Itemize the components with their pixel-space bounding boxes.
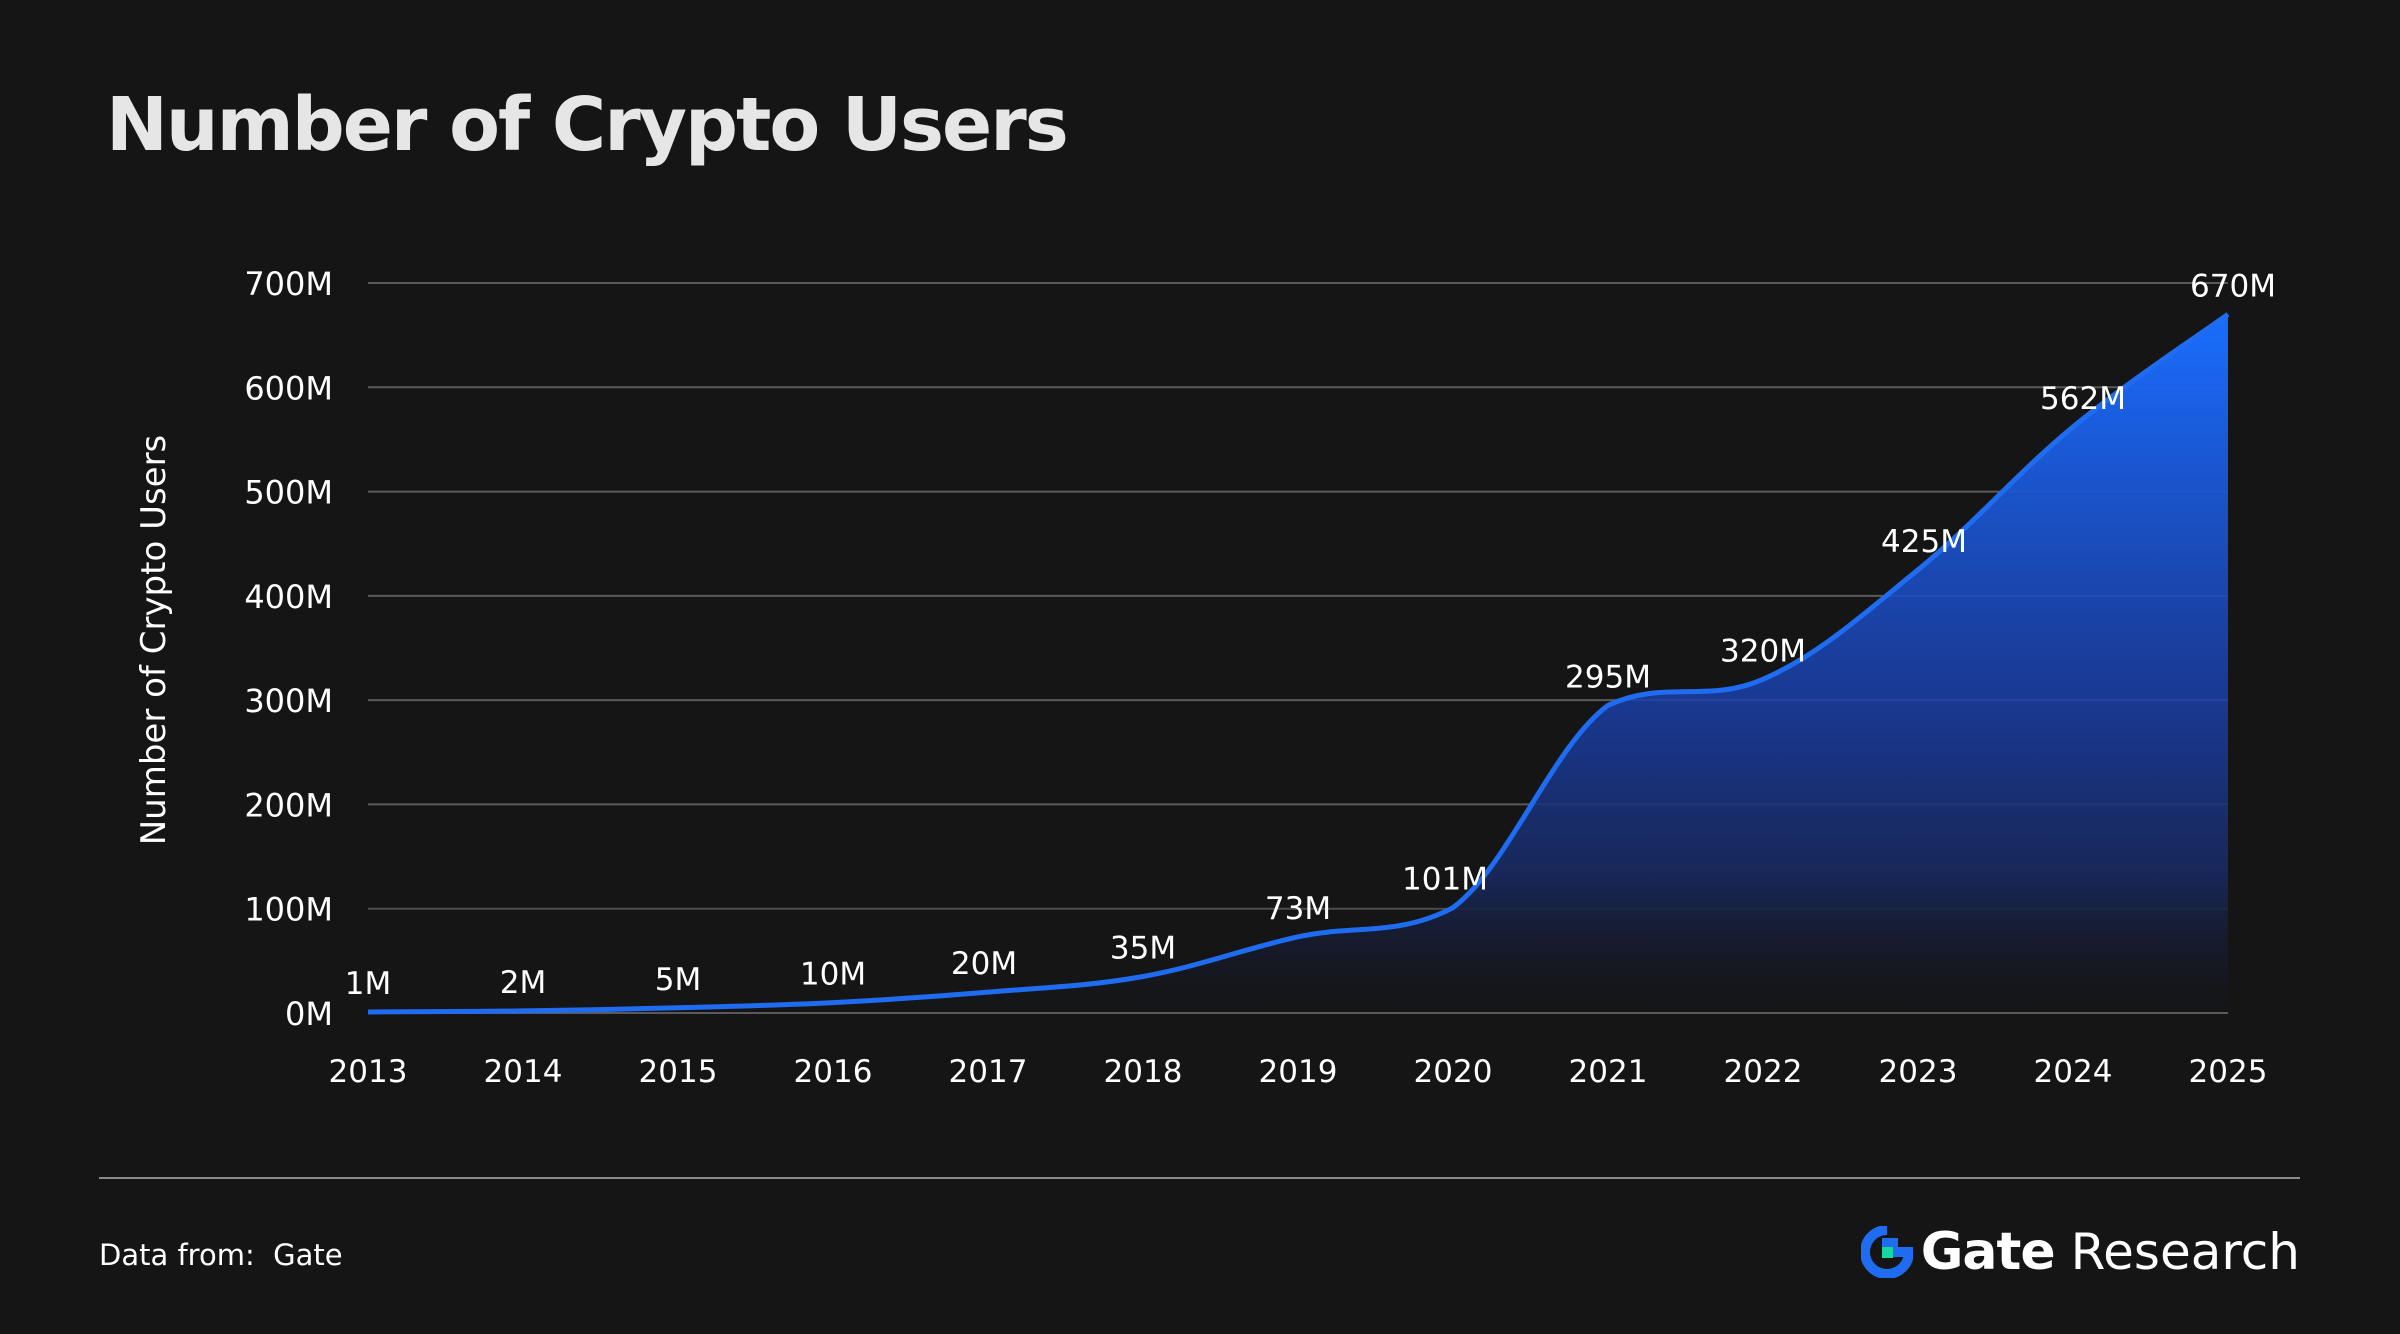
area-layer [367,312,2230,1015]
data-label: 425M [1881,524,1967,560]
data-label: 101M [1402,862,1488,898]
x-tick-label: 2023 [1879,1054,1958,1090]
x-tick-label: 2025 [2189,1054,2268,1090]
y-tick-label: 500M [244,474,333,512]
y-tick-label: 0M [285,995,333,1033]
x-tick-label: 2014 [484,1054,563,1090]
x-tick-label: 2022 [1724,1054,1803,1090]
x-tick-label: 2016 [794,1054,873,1090]
x-tick-label: 2015 [639,1054,718,1090]
y-axis: 0M 100M 200M 300M 400M 500M 600M 700M [244,265,333,1033]
x-tick-label: 2019 [1259,1054,1338,1090]
data-label: 20M [951,946,1017,982]
series-line [367,312,2230,1015]
series-area [368,314,2228,1013]
data-label: 5M [655,962,701,998]
x-tick-label: 2020 [1414,1054,1493,1090]
source-label: Data from: [99,1238,255,1272]
x-tick-label: 2018 [1104,1054,1183,1090]
data-label: 670M [2190,268,2276,304]
area-fade [368,880,2228,1013]
gate-logo-icon [1860,1226,1913,1278]
data-label: 2M [500,965,546,1001]
y-tick-label: 400M [244,578,333,616]
data-label: 35M [1110,931,1176,967]
y-tick-label: 300M [244,682,333,720]
x-tick-label: 2013 [329,1054,408,1090]
footer-divider [99,1177,2300,1179]
brand-suffix: Research [2070,1223,2300,1281]
page-title: Number of Crypto Users [106,82,1069,168]
y-axis-title: Number of Crypto Users [134,435,174,846]
brand-name: Gate [1920,1222,2056,1282]
x-tick-label: 2024 [2034,1054,2113,1090]
data-label: 562M [2040,381,2126,417]
brand-logo-lockup: Gate Research [1860,1222,2300,1282]
data-label: 1M [345,966,391,1002]
data-label: 320M [1720,633,1806,669]
data-label: 73M [1265,891,1331,927]
data-label: 295M [1565,659,1651,695]
y-tick-label: 200M [244,786,333,824]
x-axis: 2013 2014 2015 2016 2017 2018 2019 2020 2021 2022… [329,1054,2268,1090]
y-tick-label: 100M [244,891,333,929]
y-tick-label: 700M [244,265,333,303]
source-value: Gate [273,1238,343,1272]
x-tick-label: 2017 [949,1054,1028,1090]
x-tick-label: 2021 [1569,1054,1648,1090]
data-source: Data from: Gate [99,1238,343,1272]
y-tick-label: 600M [244,369,333,407]
data-label: 10M [800,957,866,993]
data-labels: 1M 2M 5M 10M 20M 35M 73M 101M 295M 320M 425M 562M 67… [345,268,2276,1002]
source-spacer [255,1238,273,1272]
